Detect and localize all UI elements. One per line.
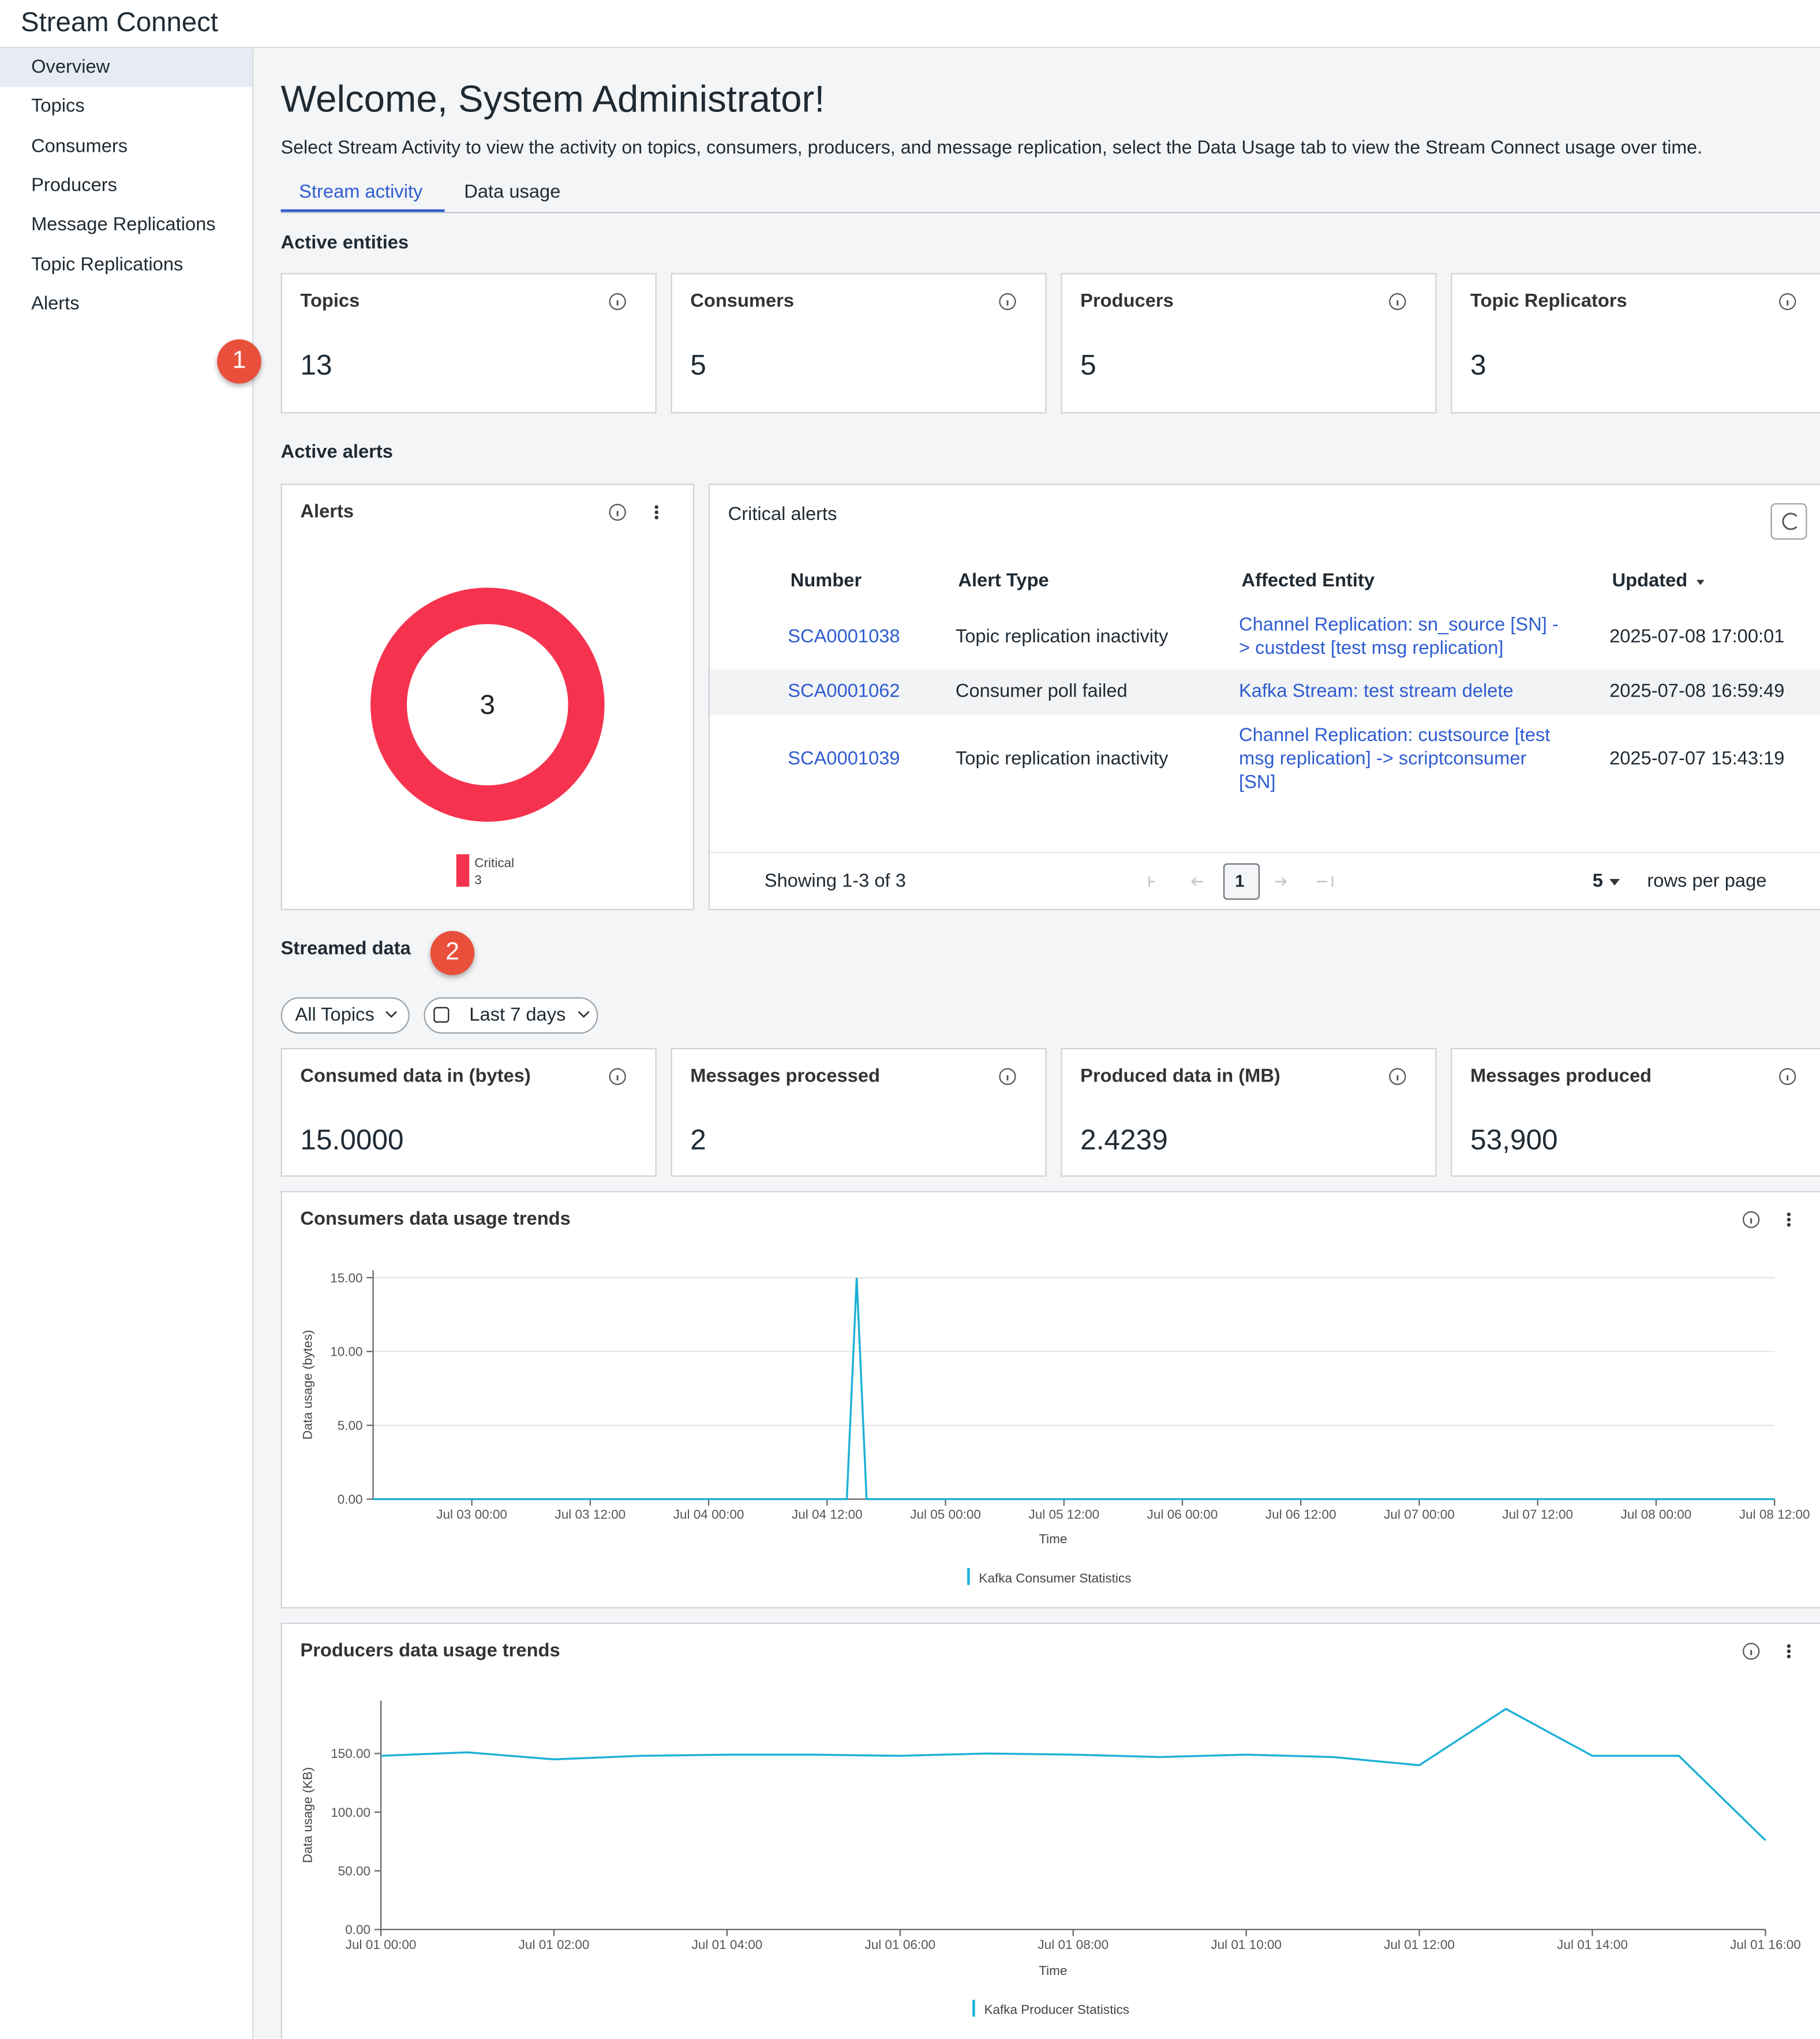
card-value: 3 [1470,348,1486,381]
alert-type: Topic replication inactivity [955,626,1169,648]
showing-text: Showing 1-3 of 3 [764,871,906,892]
card-title: Producers data usage trends [300,1641,560,1662]
updated: 2025-07-08 17:00:01 [1609,626,1785,648]
alert-type: Consumer poll failed [955,681,1128,702]
nav-item[interactable]: Consumers [31,136,128,157]
column-header: Updated [1612,571,1688,592]
filter-pill [424,997,598,1034]
rows-per-page-value[interactable]: 5 [1592,871,1604,892]
page-number[interactable]: 1 [1235,871,1245,891]
alert-number[interactable]: SCA0001038 [788,626,900,648]
section-heading: Streamed data [280,938,411,960]
card-label: Producers [1080,291,1174,312]
alerts-card [280,484,695,911]
card-label: Consumed data in (bytes) [300,1066,531,1087]
entity-card [671,273,1047,414]
page-description: Select Stream Activity to view the activ… [280,137,1703,159]
page-title: Welcome, System Administrator! [280,79,825,121]
nav-item[interactable]: Message Replications [31,215,216,236]
affected-entity[interactable]: Channel Replication: sn_source [SN] -> c… [1239,615,1559,660]
card-value: 53,900 [1470,1123,1558,1156]
affected-entity[interactable]: Channel Replication: custsource [test ms… [1239,725,1551,794]
filter[interactable]: Last 7 days [469,1005,566,1026]
column-header: Affected Entity [1241,571,1375,592]
card-label: Produced data in (MB) [1080,1066,1280,1087]
card-value: 5 [690,348,706,381]
card-value: 15.0000 [300,1123,404,1156]
entity-card [280,273,657,414]
annotation-label: 2 [445,938,459,966]
table-footer-line [710,851,1820,853]
annotation-label: 1 [232,347,246,375]
nav-item[interactable]: Alerts [31,293,80,315]
usage-card [1061,1047,1437,1177]
top-bar [0,0,1820,48]
card-label: Messages processed [690,1066,880,1087]
tab[interactable]: Data usage [464,182,561,203]
usage-card [1451,1047,1820,1177]
card-title: Critical alerts [728,504,837,526]
sidebar [0,48,254,2039]
nav-active-bg [0,48,253,87]
row-highlight [710,669,1820,716]
filter[interactable]: All Topics [295,1005,375,1026]
section-heading: Active entities [280,233,409,254]
alert-number[interactable]: SCA0001039 [788,749,900,770]
usage-card [280,1047,657,1177]
entity-card [1061,273,1437,414]
card-value: 2 [690,1123,706,1156]
tab[interactable]: Stream activity [299,182,423,203]
card-label: Topic Replicators [1470,291,1627,312]
card-value: 2.4239 [1080,1123,1168,1156]
page-box [1223,863,1260,900]
alert-number[interactable]: SCA0001062 [788,681,900,702]
column-header: Alert Type [958,571,1049,592]
rows-per-page-label: rows per page [1647,871,1767,892]
affected-entity[interactable]: Kafka Stream: test stream delete [1239,681,1514,702]
annotation-badge [430,931,475,975]
card-label: Consumers [690,291,795,312]
tabs-divider [280,212,1820,214]
card-value: 5 [1080,348,1096,381]
card-label: Messages produced [1470,1066,1652,1087]
annotation-badge [217,339,261,384]
alert-type: Topic replication inactivity [955,749,1169,770]
nav-item[interactable]: Topics [31,96,85,118]
chart-card [280,1622,1820,2039]
updated: 2025-07-08 16:59:49 [1609,681,1785,702]
section-heading: Active alerts [280,442,393,463]
nav-item[interactable]: Topic Replications [31,254,184,275]
app-title: Stream Connect [21,8,218,38]
card-label: Topics [300,291,360,312]
column-header: Number [790,571,862,592]
card-title: Alerts [300,502,354,523]
entity-card [1451,273,1820,414]
nav-item[interactable]: Overview [31,57,110,78]
card-title: Consumers data usage trends [300,1209,571,1230]
refresh-button [1770,503,1807,540]
chart-card [280,1191,1820,1608]
usage-card [671,1047,1047,1177]
nav-item[interactable]: Producers [31,175,117,196]
tab-underline [280,209,445,212]
updated: 2025-07-07 15:43:19 [1609,749,1785,770]
card-value: 13 [300,348,332,381]
